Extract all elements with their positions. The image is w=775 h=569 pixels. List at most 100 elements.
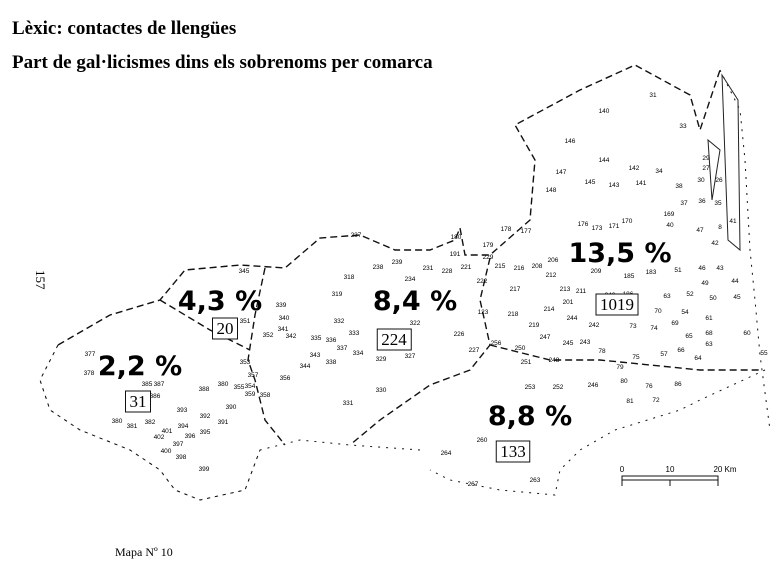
map-number: Mapa Nº 10 (115, 545, 173, 559)
locality-number: 30 (697, 177, 705, 184)
locality-number: 393 (177, 407, 188, 414)
locality-number: 70 (654, 308, 662, 315)
locality-number: 27 (702, 165, 710, 172)
locality-number: 45 (733, 294, 741, 301)
locality-number: 51 (674, 267, 682, 274)
locality-number: 385 (142, 381, 153, 388)
locality-number: 171 (609, 223, 620, 230)
locality-number: 335 (311, 335, 322, 342)
locality-number: 234 (405, 276, 416, 283)
locality-number: 68 (705, 330, 713, 337)
locality-number: 399 (199, 466, 210, 473)
locality-number: 42 (711, 240, 719, 247)
scale-label: 20 Km (713, 465, 736, 474)
locality-number: 246 (588, 382, 599, 389)
coast-border (39, 69, 771, 501)
locality-number: 55 (760, 350, 768, 357)
locality-number: 206 (548, 257, 559, 264)
locality-number: 226 (454, 331, 465, 338)
locality-number: 52 (686, 291, 694, 298)
locality-number: 252 (553, 384, 564, 391)
locality-number: 340 (279, 315, 290, 322)
locality-number: 61 (705, 315, 713, 322)
locality-number: 354 (245, 383, 256, 390)
locality-number: 322 (410, 320, 421, 327)
locality-number: 250 (515, 345, 526, 352)
region-count: 1019 (600, 295, 634, 314)
count-box (495, 440, 531, 463)
locality-number: 355 (234, 384, 245, 391)
locality-number: 38 (675, 183, 683, 190)
locality-number: 345 (239, 268, 250, 275)
locality-number: 217 (510, 286, 521, 293)
scale-label: 10 (666, 465, 675, 474)
locality-number: 227 (469, 347, 480, 354)
locality-number: 341 (278, 326, 289, 333)
locality-number: 69 (671, 320, 679, 327)
region-percent: 4,3 % (178, 286, 262, 317)
locality-number: 336 (326, 337, 337, 344)
locality-number: 264 (441, 450, 452, 457)
count-box (376, 328, 412, 351)
locality-number: 49 (701, 280, 709, 287)
locality-number: 239 (392, 259, 403, 266)
locality-number: 333 (349, 330, 360, 337)
locality-number: 44 (731, 278, 739, 285)
locality-number: 386 (150, 393, 161, 400)
region-percent: 13,5 % (568, 238, 671, 269)
locality-number: 329 (376, 356, 387, 363)
locality-number: 357 (248, 372, 259, 379)
locality-number: 209 (591, 268, 602, 275)
locality-number: 397 (173, 441, 184, 448)
locality-number: 390 (226, 404, 237, 411)
locality-number: 398 (176, 454, 187, 461)
locality-number: 66 (677, 347, 685, 354)
locality-number: 145 (585, 179, 596, 186)
locality-number: 34 (655, 168, 663, 175)
boundaries (39, 64, 771, 501)
scale-label: 0 (620, 465, 625, 474)
locality-number: 33 (679, 123, 687, 130)
locality-number: 353 (240, 359, 251, 366)
locality-number: 394 (178, 423, 189, 430)
locality-number: 74 (650, 325, 658, 332)
locality-number: 79 (616, 364, 624, 371)
locality-number: 319 (332, 291, 343, 298)
locality-number: 81 (626, 398, 634, 405)
locality-number: 245 (563, 340, 574, 347)
locality-number: 238 (373, 264, 384, 271)
locality-number: 183 (646, 269, 657, 276)
inner-border (247, 267, 286, 446)
locality-number: 64 (694, 355, 702, 362)
locality-number: 8 (718, 224, 722, 231)
locality-number: 359 (245, 391, 256, 398)
region-percent: 8,4 % (373, 286, 457, 317)
locality-number: 331 (343, 400, 354, 407)
subtitle: Part de gal·licismes dins els sobrenoms … (12, 52, 433, 73)
count-box (125, 390, 151, 413)
scale-bar: 0 10 20 Km (620, 465, 737, 486)
locality-number: 253 (525, 384, 536, 391)
locality-number: 219 (529, 322, 540, 329)
locality-number: 169 (664, 211, 675, 218)
locality-number: 142 (629, 165, 640, 172)
lagoon (707, 73, 741, 252)
locality-number: 73 (629, 323, 637, 330)
locality-number: 251 (521, 359, 532, 366)
locality-number: 218 (508, 311, 519, 318)
locality-number: 400 (161, 448, 172, 455)
locality-number: 46 (698, 265, 706, 272)
locality-number: 185 (624, 273, 635, 280)
region-count: 31 (130, 392, 147, 411)
locality-number: 244 (567, 315, 578, 322)
locality-number: 208 (532, 263, 543, 270)
count-box (595, 293, 639, 316)
locality-number: 242 (589, 322, 600, 329)
locality-number: 378 (84, 370, 95, 377)
page-number: 157 (33, 270, 48, 290)
locality-number: 318 (344, 274, 355, 281)
locality-number: 43 (716, 265, 724, 272)
locality-number: 86 (674, 381, 682, 388)
locality-number: 26 (715, 177, 723, 184)
locality-number: 402 (154, 434, 165, 441)
